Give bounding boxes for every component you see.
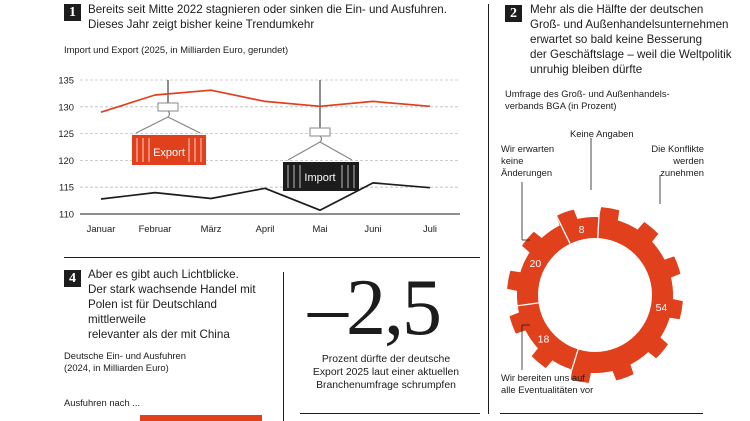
series-line-export bbox=[100, 89, 431, 114]
headline-line: unruhig bleiben dürfte bbox=[530, 63, 643, 76]
section-number-badge: 4 bbox=[64, 270, 81, 287]
chart-subtitle: Umfrage des Groß- und Außenhandels- verb… bbox=[505, 88, 670, 112]
slice-value-labels: 54 18 20 8 bbox=[530, 224, 668, 346]
x-tick-label: Februar bbox=[139, 223, 172, 234]
y-tick-label: 135 bbox=[58, 75, 74, 86]
headline-line: erwartet so bald keine Besserung bbox=[530, 33, 703, 46]
export-container-illustration: Export bbox=[132, 80, 206, 165]
headline-line: relevanter als der mit China bbox=[88, 328, 230, 341]
chart-subtitle: Deutsche Ein- und Ausfuhren (2024, in Mi… bbox=[64, 350, 186, 374]
gear-body bbox=[507, 207, 683, 383]
caption-line: Export 2025 laut einer aktuellen bbox=[312, 367, 460, 378]
label-line: alle Eventualitäten vor bbox=[501, 384, 594, 395]
headline-line: Der stark wachsende Handel mit bbox=[88, 283, 256, 296]
import-container-illustration: Import bbox=[283, 80, 359, 191]
caption-line: Branchenumfrage schrumpfen bbox=[316, 380, 456, 391]
y-tick-label: 110 bbox=[59, 209, 74, 220]
label-line: zunehmen bbox=[660, 167, 704, 178]
exports-label: Ausfuhren nach ... bbox=[64, 397, 141, 408]
label-line: Wir bereiten uns auf bbox=[501, 372, 585, 383]
label-line: Wir erwarten bbox=[501, 143, 555, 154]
label-eventualitaeten: Wir bereiten uns auf alle Eventualitäten… bbox=[501, 372, 593, 396]
slice-value-label: 54 bbox=[656, 302, 668, 314]
slice-separator bbox=[597, 205, 601, 239]
label-line: keine bbox=[501, 155, 524, 166]
headline-line: Bereits seit Mitte 2022 stagnieren oder … bbox=[88, 3, 447, 16]
headline-line: Aber es gibt auch Lichtblicke. bbox=[88, 268, 239, 281]
slice-value-label: 18 bbox=[538, 334, 550, 346]
slice-value-label: 8 bbox=[579, 224, 585, 236]
label-line: Die Konflikte bbox=[651, 143, 704, 154]
headline-line: Polen ist für Deutschland mittlerweile bbox=[88, 298, 217, 326]
column-divider bbox=[488, 4, 489, 414]
slice-separator bbox=[505, 302, 539, 309]
gear-ring bbox=[505, 205, 683, 383]
headline-line: Dieses Jahr zeigt bisher keine Trendumke… bbox=[88, 18, 315, 31]
x-tick-label: Juni bbox=[364, 223, 381, 234]
slice-separator bbox=[567, 349, 579, 382]
stat-caption: Prozent dürfte der deutsche Export 2025 … bbox=[300, 353, 472, 392]
section-number-badge: 2 bbox=[505, 5, 522, 22]
headline-line: Mehr als die Hälfte der deutschen bbox=[530, 3, 704, 16]
headline: Bereits seit Mitte 2022 stagnieren oder … bbox=[88, 2, 468, 32]
x-tick-label: Januar bbox=[87, 223, 116, 234]
section-divider bbox=[64, 257, 480, 258]
label-line: Änderungen bbox=[501, 167, 553, 178]
chart-subtitle: Import und Export (2025, in Milliarden E… bbox=[64, 44, 289, 55]
export-bar-poland bbox=[140, 415, 262, 421]
trade-line-chart: 110 115 120 125 130 135 Januar Februar März Apri… bbox=[58, 75, 460, 234]
x-tick-label: März bbox=[201, 223, 222, 234]
section-number-badge: 1 bbox=[64, 4, 81, 21]
gridlines bbox=[80, 79, 460, 215]
label-konflikte: Die Konflikte werden zunehmen bbox=[648, 143, 704, 179]
section-divider bbox=[500, 413, 703, 414]
survey-gear-chart: 54 18 20 8 bbox=[505, 138, 683, 383]
section-divider bbox=[300, 413, 480, 414]
subtitle-line: Umfrage des Groß- und Außenhandels- bbox=[505, 88, 670, 99]
x-tick-label: April bbox=[256, 223, 275, 234]
subtitle-line: Deutsche Ein- und Ausfuhren bbox=[64, 350, 186, 361]
y-tick-label: 115 bbox=[59, 182, 74, 193]
label-line: werden bbox=[673, 155, 704, 166]
slice-separator bbox=[555, 213, 571, 244]
slice-value-label: 20 bbox=[530, 258, 542, 270]
x-tick-label: Mai bbox=[312, 223, 327, 234]
column-divider bbox=[283, 272, 284, 421]
label-keine-angaben: Keine Angaben bbox=[570, 128, 634, 139]
subtitle-line: verbands BGA (in Prozent) bbox=[505, 100, 617, 111]
label-keine-aenderungen: Wir erwarten keine Änderungen bbox=[501, 143, 554, 179]
x-tick-label: Juli bbox=[423, 223, 437, 234]
headline: Aber es gibt auch Lichtblicke. Der stark… bbox=[88, 267, 278, 342]
y-tick-label: 120 bbox=[58, 155, 74, 166]
container-label: Import bbox=[304, 172, 335, 184]
caption-line: Prozent dürfte der deutsche bbox=[321, 354, 451, 365]
y-tick-label: 130 bbox=[58, 101, 74, 112]
headline-line: Groß- und Außenhandelsunternehmen bbox=[530, 18, 729, 31]
subtitle-line: (2024, in Milliarden Euro) bbox=[64, 362, 169, 373]
y-tick-labels: 110 115 120 125 130 135 bbox=[58, 75, 74, 220]
container-label: Export bbox=[153, 147, 185, 159]
headline: Mehr als die Hälfte der deutschen Groß- … bbox=[530, 2, 745, 77]
y-tick-label: 125 bbox=[58, 128, 74, 139]
headline-line: der Geschäftslage – weil die Weltpolitik bbox=[530, 48, 732, 61]
stat-value: –2,5 bbox=[308, 264, 442, 352]
series-lines bbox=[100, 89, 431, 212]
x-tick-labels: Januar Februar März April Mai Juni Juli bbox=[87, 223, 437, 234]
